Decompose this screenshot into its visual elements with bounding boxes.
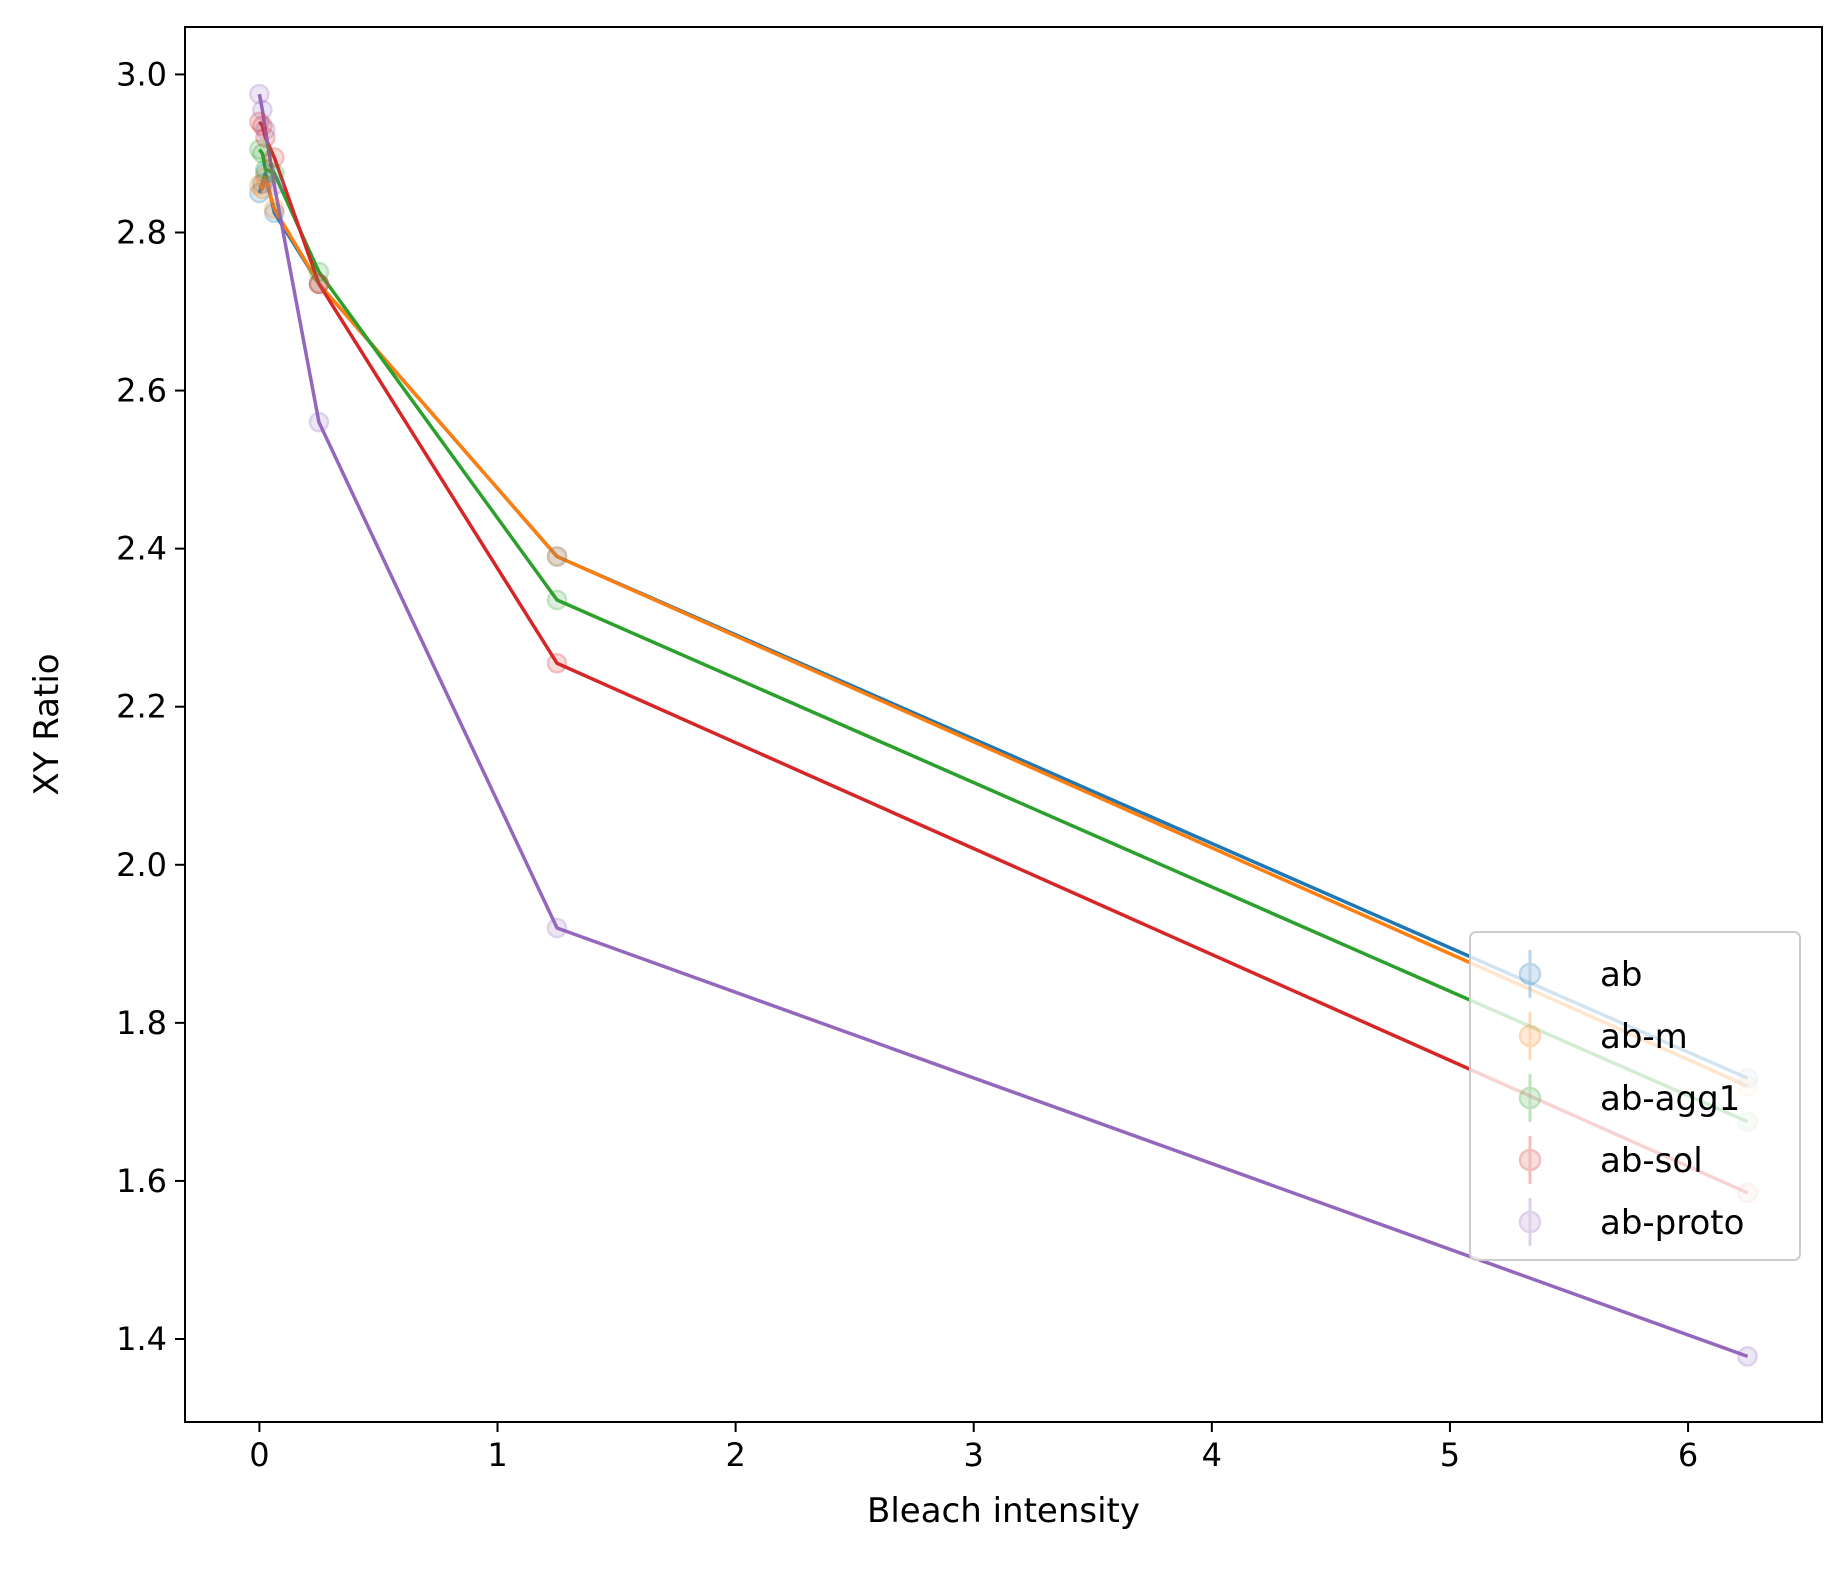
plot-area-frame xyxy=(184,26,1823,1423)
y-tick-label: 2.6 xyxy=(116,372,167,410)
data-point-ab-agg1 xyxy=(249,139,270,160)
data-point-ab-sol xyxy=(308,273,330,295)
y-axis: 1.4 1.6 1.8 2.0 2.2 2.4 2.6 2.8 3.0 xyxy=(116,55,185,1358)
x-tick-label: 3 xyxy=(964,1436,984,1474)
legend: ab ab-m ab-agg1 ab-sol ab-proto xyxy=(1469,931,1801,1261)
data-point-ab-sol xyxy=(249,111,270,133)
legend-marker xyxy=(1518,1136,1542,1184)
y-tick-label: 1.6 xyxy=(116,1162,167,1200)
x-axis: 0 1 2 3 4 5 6 xyxy=(249,1422,1698,1474)
x-tick-label: 6 xyxy=(1678,1436,1698,1474)
y-tick-label: 2.0 xyxy=(116,846,167,884)
data-point-ab-proto xyxy=(1737,1346,1758,1367)
legend-item-ab: ab xyxy=(1518,950,1642,998)
x-axis-label: Bleach intensity xyxy=(867,1491,1140,1531)
legend-item-ab-proto: ab-proto xyxy=(1518,1198,1744,1246)
data-point-ab-m xyxy=(546,546,568,567)
data-point-ab-sol xyxy=(255,127,276,148)
data-point-ab-m xyxy=(249,174,270,196)
y-tick-label: 1.4 xyxy=(116,1320,167,1358)
series-line-ab-proto xyxy=(257,93,1749,1359)
x-tick-label: 2 xyxy=(725,1436,745,1474)
series-layer xyxy=(249,83,1758,1367)
legend-item-ab-sol: ab-sol xyxy=(1518,1136,1703,1184)
data-point-ab-sol xyxy=(546,652,568,674)
legend-label: ab-agg1 xyxy=(1600,1079,1740,1119)
y-tick-label: 2.8 xyxy=(116,213,167,251)
data-point-ab xyxy=(308,273,330,295)
y-tick-label: 2.4 xyxy=(116,530,167,568)
x-tick-label: 5 xyxy=(1440,1436,1460,1474)
data-point-ab-agg1 xyxy=(255,159,276,180)
data-point-ab xyxy=(546,546,568,567)
y-tick-label: 1.8 xyxy=(116,1004,167,1042)
legend-marker xyxy=(1518,1012,1542,1060)
legend-box xyxy=(1469,931,1801,1261)
data-point-ab xyxy=(249,182,270,204)
legend-marker xyxy=(1518,1198,1542,1246)
y-tick-label: 3.0 xyxy=(116,55,167,93)
series-line-ab-sol xyxy=(258,120,1749,1195)
data-point-ab-m xyxy=(255,166,276,188)
data-point-ab-proto xyxy=(264,174,285,196)
data-point-ab-agg1 xyxy=(546,589,568,611)
data-point-ab-agg1 xyxy=(264,162,285,184)
legend-item-ab-agg1: ab-agg1 xyxy=(1518,1074,1740,1122)
data-point-ab-m xyxy=(264,198,285,220)
legend-label: ab xyxy=(1600,955,1642,995)
series-line-ab-agg1 xyxy=(258,148,1749,1124)
data-point-ab xyxy=(252,173,273,194)
data-point-ab-proto xyxy=(308,411,330,433)
legend-marker xyxy=(1518,1074,1542,1122)
data-point-ab xyxy=(264,202,285,223)
x-tick-label: 0 xyxy=(249,1436,269,1474)
data-point-ab-m xyxy=(252,178,273,200)
data-point-ab xyxy=(255,162,276,184)
legend-label: ab-proto xyxy=(1600,1203,1744,1243)
y-axis-label: XY Ratio xyxy=(27,653,67,795)
data-point-ab-agg1 xyxy=(252,143,273,164)
data-point-ab-proto xyxy=(255,119,276,140)
data-point-ab-proto xyxy=(249,83,270,105)
data-point-ab-sol xyxy=(264,147,285,168)
data-point-ab-proto xyxy=(252,99,273,121)
data-point-ab-proto xyxy=(546,917,568,939)
legend-label: ab-m xyxy=(1600,1017,1688,1057)
x-tick-label: 1 xyxy=(487,1436,507,1474)
legend-item-ab-m: ab-m xyxy=(1518,1012,1688,1060)
data-point-ab-sol xyxy=(252,115,273,137)
x-tick-label: 4 xyxy=(1202,1436,1222,1474)
legend-label: ab-sol xyxy=(1600,1141,1703,1181)
data-point-ab-m xyxy=(308,273,330,295)
legend-marker xyxy=(1518,950,1542,998)
y-tick-label: 2.2 xyxy=(116,688,167,726)
data-point-ab-agg1 xyxy=(308,261,330,283)
series-line-ab-m xyxy=(258,175,1749,1088)
